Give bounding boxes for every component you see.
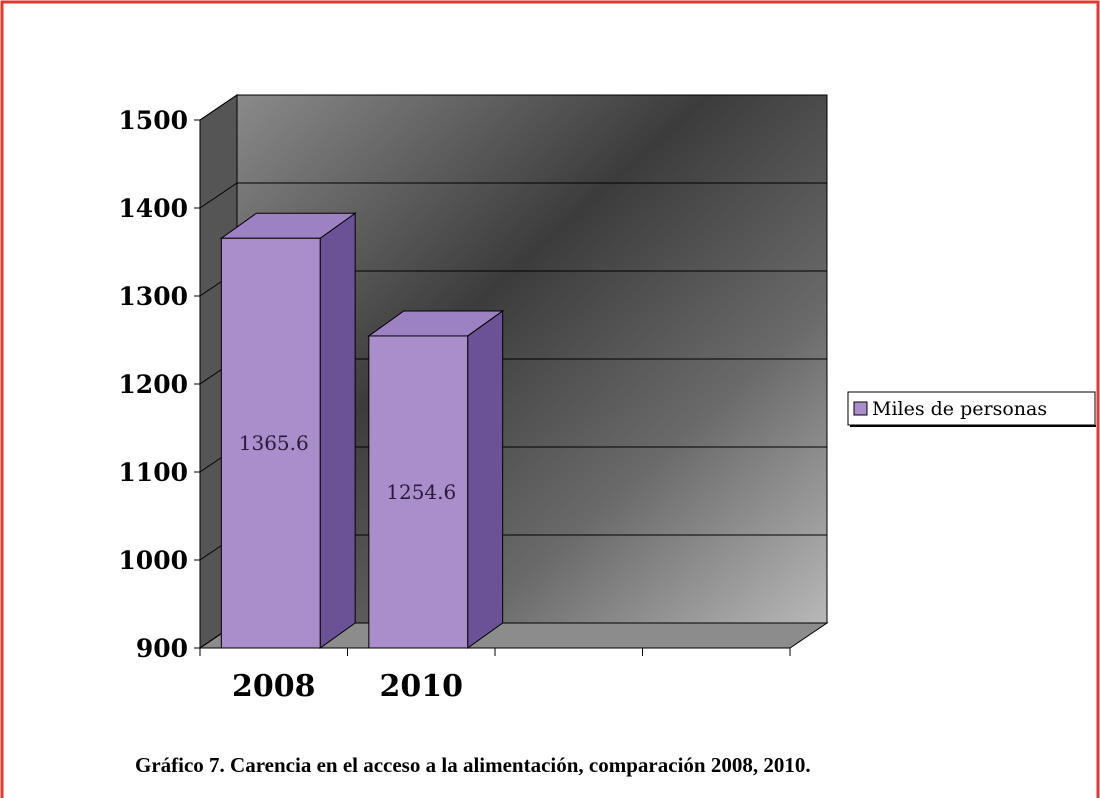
data-label: 1365.6 xyxy=(239,431,309,455)
data-label: 1254.6 xyxy=(386,480,456,504)
plot-area: 900 1000 1100 1200 1300 1400 1500 2008 2010 1365.… xyxy=(118,94,1096,704)
legend-box xyxy=(847,391,1096,426)
caption: Gráfico 7. Carencia en el acceso a la al… xyxy=(135,753,811,777)
bar-side xyxy=(467,309,504,649)
legend-swatch xyxy=(853,401,868,416)
bar xyxy=(368,335,469,649)
y-tick-label: 900 xyxy=(136,634,188,663)
y-tick-label: 1400 xyxy=(118,194,188,223)
y-tick-label: 1200 xyxy=(118,370,188,399)
x-tick-label: 2008 xyxy=(232,669,316,704)
x-tick-label: 2010 xyxy=(380,669,464,704)
bar xyxy=(220,237,321,649)
y-tick-label: 1100 xyxy=(118,458,188,487)
grid-line xyxy=(199,94,238,121)
grid-line xyxy=(199,182,238,209)
legend-label: Miles de personas xyxy=(872,398,1047,420)
y-tick-label: 1500 xyxy=(118,106,188,135)
y-tick-label: 1300 xyxy=(118,282,188,311)
bar-side xyxy=(319,212,356,649)
y-tick-label: 1000 xyxy=(118,546,188,575)
